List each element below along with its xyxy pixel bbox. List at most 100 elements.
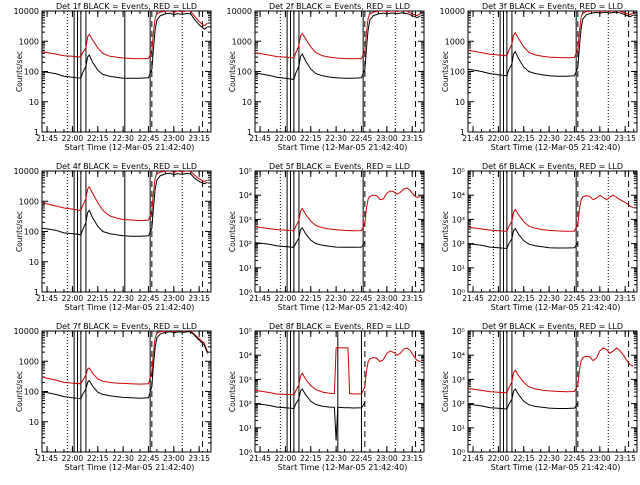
y-tick-label: 10⁴	[452, 351, 465, 360]
y-tick-label: 1000	[19, 197, 39, 206]
plot-title: Det 8f BLACK = Events, RED = LLD	[269, 322, 410, 331]
x-tick-label: 22:00	[62, 134, 84, 143]
x-tick-label: 22:45	[138, 454, 160, 463]
x-tick-label: 23:00	[589, 134, 611, 143]
x-tick-label: 23:00	[589, 294, 611, 303]
x-tick-label: 23:15	[401, 454, 423, 463]
x-tick-label: 23:00	[376, 454, 398, 463]
y-tick-label: 10²	[239, 240, 252, 249]
marker-lines	[279, 171, 417, 292]
series-group	[468, 347, 634, 410]
x-tick-label: 21:45	[36, 454, 58, 463]
panel-det-7: 1 10 100 1000 10000 21:45 22:00 22:15 22:30 22:45…	[14, 322, 212, 472]
series-lld-line	[468, 11, 634, 59]
y-tick-label: 10²	[452, 400, 465, 409]
y-tick-label: 10	[29, 258, 39, 267]
series-events-line	[468, 227, 579, 250]
y-tick-label: 10⁰	[452, 448, 465, 457]
y-axis-label: Counts/sec	[441, 51, 450, 92]
y-tick-label: 1	[34, 128, 39, 137]
y-tick-label: 10⁴	[452, 191, 465, 200]
x-tick-label: 22:15	[300, 454, 322, 463]
y-axis-label: Counts/sec	[15, 51, 24, 92]
series-events-line	[255, 12, 421, 80]
x-tick-label: 23:15	[614, 454, 636, 463]
marker-lines	[279, 331, 417, 452]
x-tick-label: 22:00	[488, 454, 510, 463]
x-axis-label: Start Time (12-Mar-05 21:42:40)	[65, 303, 195, 312]
y-tick-label: 10¹	[239, 424, 252, 433]
plot-frame	[254, 170, 425, 293]
x-tick-label: 22:15	[513, 294, 535, 303]
y-tick-label: 10⁵	[452, 167, 465, 176]
series-lld-line	[255, 347, 421, 396]
x-tick-label: 22:45	[138, 134, 160, 143]
panel-det-4: 1 10 100 1000 10000 21:45 22:00 22:15 22:30 22:45…	[14, 162, 212, 312]
x-tick-label: 22:00	[62, 454, 84, 463]
panel-det-3: 1 10 100 1000 10000 21:45 22:00 22:15 22:30 22:45…	[440, 2, 638, 152]
y-tick-label: 1	[460, 128, 465, 137]
series-group	[42, 171, 208, 237]
x-tick-label: 22:45	[564, 454, 586, 463]
x-tick-label: 22:45	[564, 294, 586, 303]
x-tick-label: 22:30	[325, 454, 347, 463]
x-tick-label: 22:45	[351, 454, 373, 463]
x-tick-label: 22:15	[87, 134, 109, 143]
x-tick-label: 22:30	[538, 294, 560, 303]
y-tick-label: 10¹	[452, 264, 465, 273]
series-group	[468, 11, 634, 77]
series-lld-line	[42, 11, 208, 60]
x-tick-label: 22:00	[275, 454, 297, 463]
plot-title: Det 7f BLACK = Events, RED = LLD	[56, 322, 197, 331]
series-events-line	[468, 11, 634, 77]
y-tick-label: 10³	[239, 215, 252, 224]
y-tick-label: 10⁴	[239, 191, 252, 200]
x-axis-label: Start Time (12-Mar-05 21:42:40)	[491, 143, 621, 152]
y-tick-label: 10⁰	[239, 288, 252, 297]
y-tick-label: 1000	[19, 357, 39, 366]
series-lld-line	[42, 171, 208, 222]
series-events-line	[468, 388, 579, 410]
x-tick-label: 22:00	[62, 294, 84, 303]
x-tick-label: 22:30	[325, 134, 347, 143]
series-group	[42, 331, 209, 400]
series-lld-line	[468, 194, 634, 232]
y-tick-label: 100	[24, 228, 39, 237]
y-tick-label: 1	[247, 128, 252, 137]
y-tick-label: 1000	[19, 37, 39, 46]
x-tick-label: 21:45	[36, 294, 58, 303]
y-tick-label: 10³	[452, 215, 465, 224]
x-axis-label: Start Time (12-Mar-05 21:42:40)	[278, 463, 408, 472]
y-axis-label: Counts/sec	[228, 51, 237, 92]
x-tick-label: 22:15	[87, 294, 109, 303]
x-tick-label: 23:15	[614, 294, 636, 303]
y-axis-label: Counts/sec	[15, 371, 24, 412]
x-tick-label: 22:15	[513, 454, 535, 463]
series-group	[255, 11, 421, 80]
marker-lines	[492, 11, 630, 132]
y-axis-label: Counts/sec	[441, 211, 450, 252]
plot-title: Det 4f BLACK = Events, RED = LLD	[56, 162, 197, 171]
y-tick-label: 10000	[14, 7, 39, 16]
series-group	[255, 347, 421, 441]
x-axis-label: Start Time (12-Mar-05 21:42:40)	[65, 463, 195, 472]
y-tick-label: 10⁴	[239, 351, 252, 360]
series-events-line	[42, 172, 208, 237]
y-tick-label: 10³	[239, 375, 252, 384]
y-tick-label: 10³	[452, 375, 465, 384]
y-tick-label: 10⁰	[239, 448, 252, 457]
x-tick-label: 23:15	[401, 134, 423, 143]
series-lld-line	[468, 347, 634, 394]
series-lld-line	[42, 331, 209, 385]
y-tick-label: 10	[29, 98, 39, 107]
series-group	[255, 187, 421, 248]
y-axis-label: Counts/sec	[15, 211, 24, 252]
x-tick-label: 23:15	[188, 134, 210, 143]
y-axis-label: Counts/sec	[228, 211, 237, 252]
panel-det-6: 10⁰ 10¹ 10² 10³ 10⁴ 10⁵ 21:45 22:00 22:15 22:30 22…	[441, 162, 638, 312]
x-tick-label: 22:45	[564, 134, 586, 143]
plot-frame	[467, 330, 638, 453]
x-tick-label: 22:30	[538, 134, 560, 143]
x-tick-label: 22:45	[351, 294, 373, 303]
